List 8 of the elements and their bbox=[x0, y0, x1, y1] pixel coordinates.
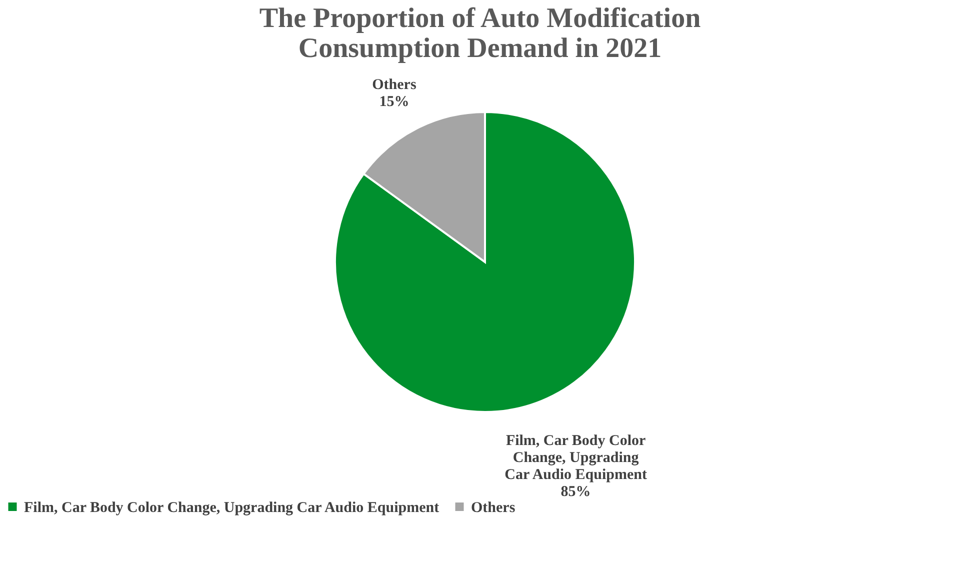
legend-label: Others bbox=[471, 500, 516, 516]
slice-label: Film, Car Body Color Change, Upgrading Car Audio Equipment bbox=[504, 433, 647, 484]
slice-label: Others bbox=[372, 76, 416, 93]
data-label: 85% bbox=[560, 484, 591, 500]
chart-title: The Proportion of Auto Modification Consumption Demand in 2021 bbox=[259, 3, 702, 64]
pie-slice bbox=[334, 111, 636, 413]
data-label: 15% bbox=[379, 94, 410, 110]
legend-label: Film, Car Body Color Change, Upgrading Car Audio Equipment bbox=[24, 500, 440, 516]
